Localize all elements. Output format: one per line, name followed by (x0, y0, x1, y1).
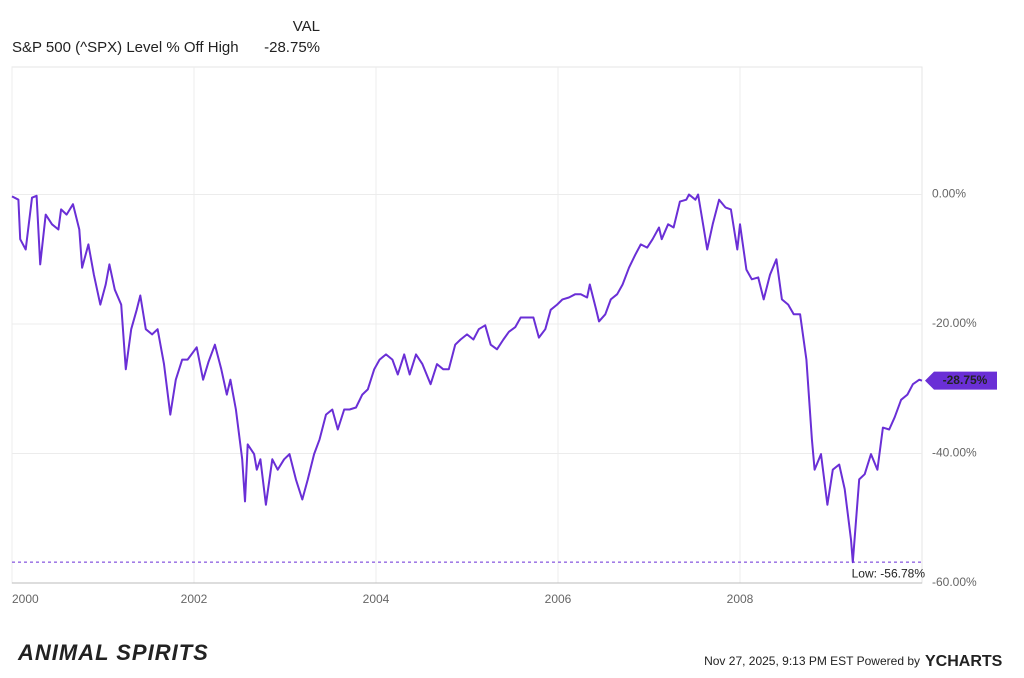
last-value-label: -28.75% (943, 373, 988, 387)
header-label: VAL (293, 18, 320, 35)
brand: YCHARTS (925, 653, 1003, 670)
y-tick-label: -40.00% (932, 446, 977, 460)
low-label: Low: -56.78% (852, 566, 926, 580)
line-series (11, 193, 923, 564)
logo: ANIMAL SPIRITS (17, 640, 209, 665)
x-tick-label: 2002 (181, 592, 208, 606)
plot-frame (11, 66, 923, 584)
header-value: -28.75% (264, 39, 320, 56)
chart-title: S&P 500 (^SPX) Level % Off High (12, 39, 239, 56)
x-tick-label: 2000 (12, 592, 39, 606)
y-tick-label: -60.00% (932, 575, 977, 589)
footer: Nov 27, 2025, 9:13 PM EST Powered by (704, 654, 920, 668)
last-value-tag (925, 371, 997, 390)
x-tick-label: 2008 (727, 592, 754, 606)
y-tick-label: 0.00% (932, 187, 966, 201)
y-tick-label: -20.00% (932, 316, 977, 330)
x-tick-label: 2006 (545, 592, 572, 606)
x-tick-label: 2004 (363, 592, 390, 606)
